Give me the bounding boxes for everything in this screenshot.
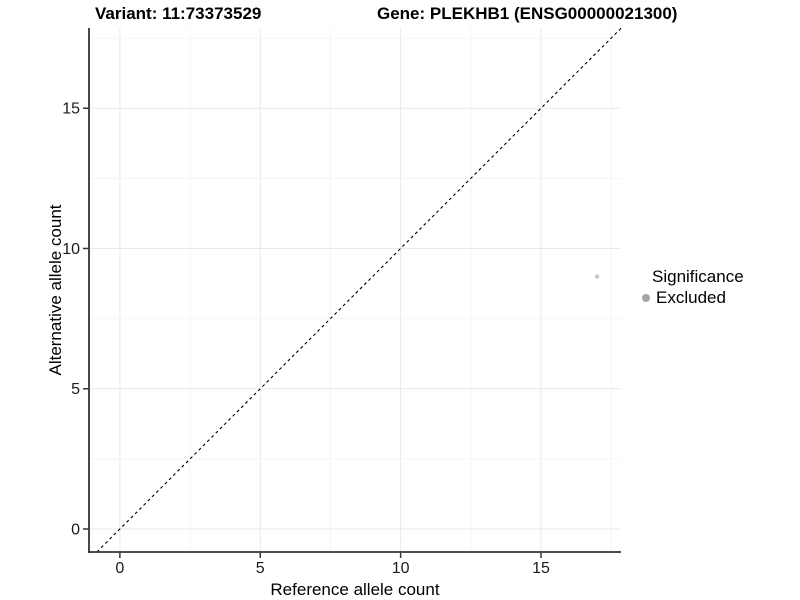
x-tick-label: 10 (392, 560, 410, 577)
legend-item-label: Excluded (656, 288, 726, 307)
y-tick-label: 0 (71, 521, 80, 538)
legend: Significance Excluded (640, 266, 744, 309)
x-tick-label: 0 (115, 560, 124, 577)
y-tick-label: 10 (62, 241, 80, 258)
y-tick-label: 5 (71, 381, 80, 398)
y-tick-label: 15 (62, 101, 80, 118)
data-point (594, 274, 600, 279)
x-tick-label: 5 (256, 560, 265, 577)
x-tick-label: 15 (532, 560, 550, 577)
excluded-point-icon (642, 294, 650, 302)
identity-reference-line (96, 27, 622, 553)
legend-item-excluded: Excluded (640, 287, 744, 309)
variant-title: Variant: 11:73373529 (95, 4, 262, 23)
legend-title: Significance (652, 267, 744, 286)
gene-title: Gene: PLEKHB1 (ENSG00000021300) (377, 4, 678, 23)
y-axis-title: Alternative allele count (46, 204, 65, 376)
x-axis-title: Reference allele count (270, 580, 440, 599)
